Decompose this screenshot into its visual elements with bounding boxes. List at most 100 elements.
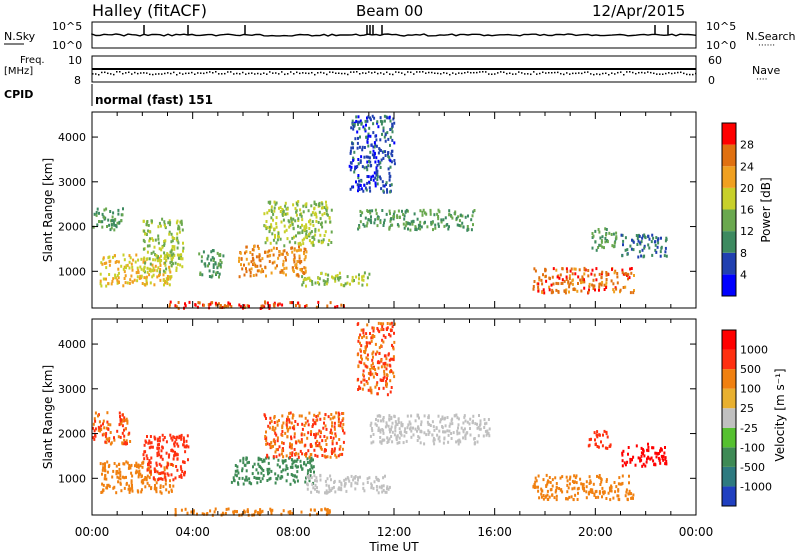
heatmap-cell [155, 488, 158, 492]
heatmap-cell [331, 486, 334, 490]
heatmap-cell [178, 227, 181, 231]
heatmap-cell [338, 412, 341, 416]
heatmap-cell [360, 155, 363, 159]
heatmap-cell [258, 511, 261, 515]
heatmap-cell [540, 492, 543, 496]
heatmap-cell [438, 429, 441, 433]
heatmap-cell [370, 178, 372, 181]
nave-dot [185, 72, 187, 75]
heatmap-cell [400, 421, 403, 425]
heatmap-cell [93, 429, 96, 433]
heatmap-cell [170, 257, 173, 261]
heatmap-cell [640, 446, 643, 450]
nave-dot [194, 73, 196, 75]
heatmap-cell [390, 328, 393, 332]
heatmap-cell [357, 122, 359, 126]
heatmap-cell [332, 416, 335, 420]
heatmap-cell [298, 304, 301, 308]
heatmap-cell [448, 212, 451, 216]
heatmap-cell [100, 428, 103, 431]
heatmap-cell [281, 459, 284, 463]
heatmap-cell [329, 220, 332, 224]
heatmap-cell [265, 442, 268, 446]
heatmap-cell [362, 189, 365, 193]
heatmap-cell [274, 431, 277, 435]
heatmap-cell [323, 212, 326, 215]
heatmap-cell [296, 479, 299, 483]
heatmap-cell [627, 273, 630, 277]
heatmap-cell [589, 488, 592, 492]
heatmap-cell [246, 508, 249, 512]
heatmap-cell [366, 221, 369, 225]
heatmap-cell [464, 437, 467, 441]
heatmap-cell [592, 234, 595, 238]
heatmap-cell [386, 487, 388, 491]
heatmap-cell [314, 229, 317, 233]
heatmap-cell [169, 433, 172, 437]
heatmap-cell [648, 237, 651, 241]
heatmap-cell [653, 240, 656, 244]
heatmap-cell [162, 485, 165, 489]
heatmap-cell [299, 261, 302, 265]
heatmap-cell [414, 225, 417, 229]
nave-dot [470, 71, 472, 74]
heatmap-cell [563, 279, 566, 283]
heatmap-cell [291, 453, 294, 457]
nave-dot [575, 72, 577, 75]
colorbar-swatch [722, 408, 736, 428]
heatmap-cell [207, 264, 209, 268]
heatmap-cell [388, 414, 391, 418]
heatmap-cell [294, 241, 297, 245]
heatmap-cell [216, 271, 219, 274]
heatmap-cell [318, 429, 321, 433]
heatmap-cell [605, 271, 608, 274]
heatmap-cell [382, 476, 385, 480]
heatmap-cell [419, 209, 422, 213]
heatmap-cell [352, 127, 355, 131]
heatmap-cell [251, 253, 254, 257]
nave-dot [566, 72, 568, 74]
heatmap-cell [362, 378, 365, 382]
heatmap-cell [374, 371, 377, 375]
heatmap-cell [276, 420, 279, 424]
heatmap-cell [391, 440, 394, 444]
heatmap-cell [176, 435, 178, 439]
heatmap-cell [554, 490, 557, 494]
heatmap-cell [384, 425, 387, 429]
heatmap-cell [306, 419, 309, 423]
heatmap-cell [398, 215, 401, 219]
heatmap-cell [370, 221, 373, 225]
heatmap-cell [393, 210, 396, 214]
heatmap-cell [176, 442, 179, 446]
heatmap-cell [387, 487, 390, 491]
heatmap-cell [448, 424, 451, 428]
heatmap-cell [157, 241, 160, 245]
heatmap-cell [169, 484, 172, 488]
heatmap-cell [215, 271, 218, 275]
heatmap-cell [588, 438, 591, 442]
heatmap-cell [377, 429, 380, 432]
heatmap-cell [308, 477, 311, 480]
heatmap-cell [378, 346, 381, 350]
heatmap-cell [182, 249, 184, 253]
heatmap-cell [376, 373, 379, 376]
heatmap-cell [533, 482, 536, 486]
heatmap-cell [269, 241, 272, 245]
heatmap-cell [658, 458, 661, 462]
heatmap-cell [371, 362, 374, 366]
heatmap-cell [585, 480, 588, 484]
nave-dot [557, 71, 559, 74]
heatmap-cell [119, 470, 122, 474]
nave-dot [344, 72, 346, 75]
heatmap-cell [537, 289, 540, 293]
heatmap-cell [131, 280, 134, 284]
heatmap-cell [433, 213, 436, 217]
heatmap-cell [373, 155, 375, 159]
heatmap-cell [167, 277, 169, 281]
heatmap-cell [359, 209, 362, 213]
heatmap-cell [416, 217, 419, 221]
heatmap-cell [267, 472, 269, 476]
heatmap-cell [293, 424, 296, 428]
heatmap-cell [156, 454, 159, 458]
heatmap-cell [334, 434, 337, 438]
